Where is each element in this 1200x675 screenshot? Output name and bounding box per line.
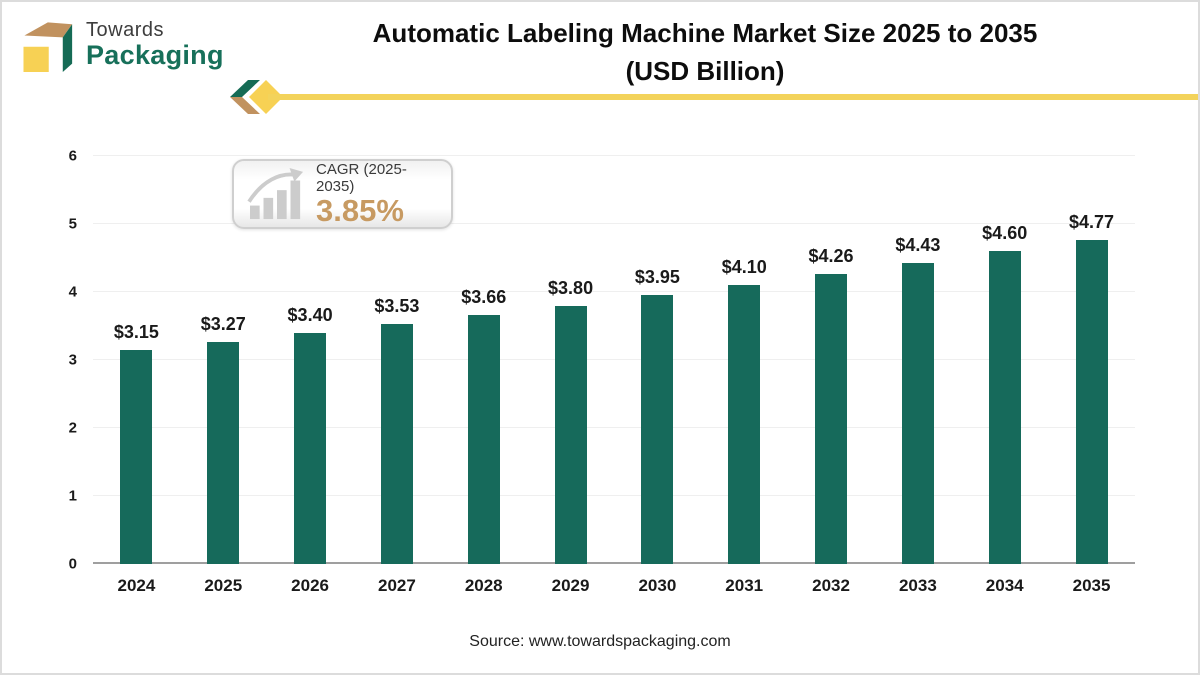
ribbon-divider-line [268, 94, 1198, 100]
bar [467, 315, 500, 564]
bar-column-2028: $3.66 [440, 156, 527, 564]
page-title: Automatic Labeling Machine Market Size 2… [227, 14, 1183, 90]
x-tick-label: 2034 [985, 576, 1024, 595]
bar [1075, 239, 1108, 564]
bar [120, 349, 153, 564]
bar-column-2032: $4.26 [788, 156, 875, 564]
bar-value-label: $3.66 [461, 287, 507, 308]
x-tick-label: 2030 [638, 576, 677, 595]
bar-column-2026: $3.40 [267, 156, 354, 564]
x-tick-label: 2024 [117, 576, 156, 595]
cagr-label: CAGR (2025-2035) [316, 160, 407, 195]
x-tick-label: 2032 [812, 576, 850, 595]
title-line-2: (USD Billion) [625, 56, 785, 86]
x-tick-label: 2033 [898, 576, 937, 595]
bar-column-2025: $3.27 [180, 156, 267, 564]
packaging-cube-icon [23, 22, 73, 72]
bar-column-2030: $3.95 [614, 156, 701, 564]
gridline [93, 359, 1135, 360]
bar [380, 323, 413, 564]
bar-column-2031: $4.10 [701, 156, 788, 564]
bar [988, 251, 1021, 564]
bar [207, 341, 240, 564]
bar-value-label: $4.77 [1069, 211, 1115, 232]
bar-column-2033: $4.43 [874, 156, 961, 564]
bar-column-2024: $3.15 [93, 156, 180, 564]
brand-name-bottom: Packaging [86, 40, 224, 70]
x-tick-label: 2025 [204, 576, 243, 595]
x-tick-label: 2028 [464, 576, 503, 595]
bar-value-label: $3.27 [200, 313, 246, 334]
brand-name-top: Towards [86, 19, 164, 41]
x-tick-label: 2035 [1072, 576, 1111, 595]
y-tick-label: 2 [68, 419, 77, 437]
gridline [93, 291, 1135, 293]
growth-chart-icon [247, 167, 304, 220]
bar-chart-plot-area: 0 1 2 3 4 5 6 $3.15 $3.27 $3.40 $3.53 $3.66 $3.80 $3.… [69, 148, 1135, 573]
bar-value-label: $3.40 [287, 304, 333, 325]
title-line-1: Automatic Labeling Machine Market Size 2… [372, 18, 1038, 48]
bar-value-label: $3.15 [113, 321, 159, 342]
bar-value-label: $4.60 [982, 223, 1028, 244]
gridline [93, 155, 1135, 156]
bar [554, 305, 587, 564]
y-tick-label: 1 [68, 487, 77, 505]
bar [641, 295, 674, 564]
x-tick-label: 2029 [551, 576, 590, 595]
y-tick-label: 5 [68, 215, 77, 233]
bar-value-label: $3.53 [374, 295, 420, 316]
brand-name: Towards Packaging [86, 12, 224, 70]
bars-row: $3.15 $3.27 $3.40 $3.53 $3.66 $3.80 $3.95 $4.10… [93, 156, 1135, 564]
bar-value-label: $4.26 [808, 246, 854, 267]
brand-logo: Towards Packaging [16, 12, 224, 74]
bar-column-2029: $3.80 [527, 156, 614, 564]
bar-value-label: $3.95 [634, 267, 680, 288]
y-tick-label: 6 [68, 147, 77, 165]
cagr-badge: CAGR (2025-2035) 3.85% [232, 159, 453, 229]
source-text: Source: www.towardspackaging.com [469, 633, 731, 650]
gridline [93, 427, 1135, 429]
y-tick-label: 3 [68, 351, 77, 369]
bar [815, 274, 848, 564]
x-axis-baseline [93, 562, 1135, 564]
gridline [93, 223, 1135, 224]
x-tick-label: 2027 [377, 576, 416, 595]
y-tick-label: 0 [68, 555, 77, 573]
x-tick-label: 2026 [291, 576, 329, 595]
bar-column-2035: $4.77 [1048, 156, 1135, 564]
bar-column-2027: $3.53 [353, 156, 440, 564]
x-tick-label: 2031 [725, 576, 764, 595]
bar-value-label: $4.10 [721, 257, 767, 278]
bar [901, 262, 934, 564]
bar [294, 332, 327, 564]
cagr-value: 3.85% [316, 192, 404, 228]
bar-column-2034: $4.60 [961, 156, 1048, 564]
y-tick-label: 4 [68, 283, 77, 301]
ribbon-arrow-icon [230, 80, 283, 114]
gridline [93, 495, 1135, 497]
x-axis-labels: 2024 2025 2026 2027 2028 2029 2030 2031 2032 2033… [93, 576, 1135, 596]
bar-value-label: $3.80 [548, 277, 594, 298]
bar-value-label: $4.43 [895, 234, 941, 255]
bar [728, 285, 761, 564]
